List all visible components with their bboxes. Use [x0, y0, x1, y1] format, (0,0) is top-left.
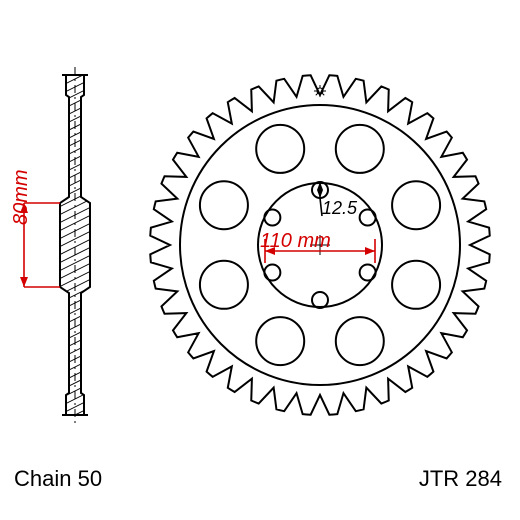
- part-number: JTR 284: [419, 466, 502, 492]
- bolt-hole-dim: 12.5: [322, 198, 357, 219]
- lightening-hole: [256, 125, 304, 173]
- dim-arrow: [20, 277, 28, 287]
- lightening-hole: [336, 125, 384, 173]
- lightening-hole: [200, 181, 248, 229]
- hub-width-dim: 80mm: [10, 169, 33, 225]
- lightening-hole: [200, 261, 248, 309]
- chain-label: Chain 50: [14, 466, 102, 492]
- lightening-hole: [336, 317, 384, 365]
- lightening-hole: [392, 181, 440, 229]
- diagram-canvas: Chain 50 JTR 284 80mm 110 mm 12.5: [0, 0, 520, 520]
- bolt-circle-dim: 110 mm: [260, 230, 331, 253]
- lightening-hole: [256, 317, 304, 365]
- diagram-svg: [0, 0, 520, 520]
- lightening-hole: [392, 261, 440, 309]
